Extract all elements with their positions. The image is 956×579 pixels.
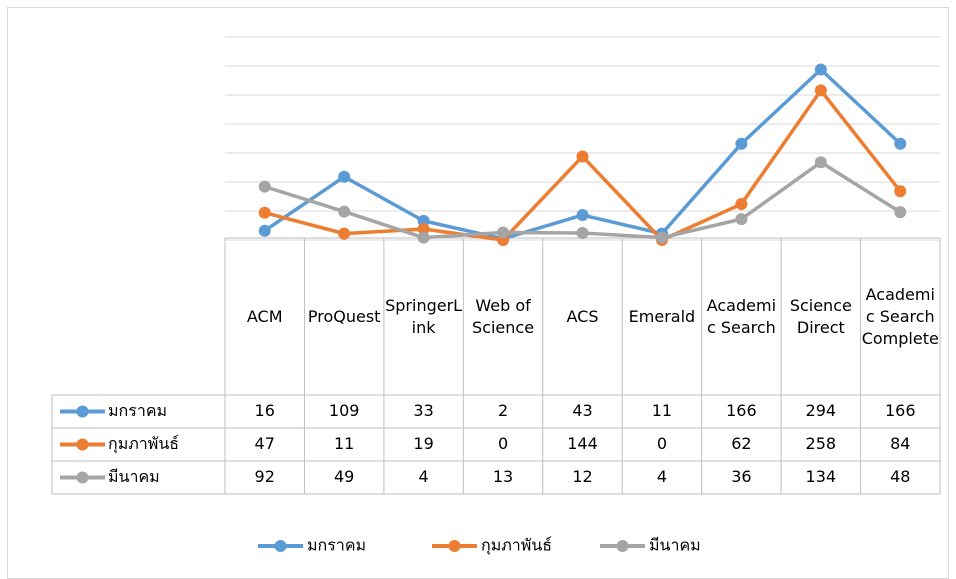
chart-border <box>7 7 949 579</box>
table-value: 36 <box>731 467 751 486</box>
table-value: 144 <box>567 434 598 453</box>
data-point <box>894 137 907 150</box>
legend-key-marker <box>274 540 287 552</box>
table-value: 11 <box>334 434 354 453</box>
table-value: 11 <box>652 401 672 420</box>
category-cell: Emerald <box>628 306 696 326</box>
table-value: 47 <box>255 434 275 453</box>
row-label: มีนาคม <box>108 467 160 486</box>
data-point <box>814 63 827 76</box>
data-point <box>655 231 668 244</box>
data-point <box>576 209 589 222</box>
row-label: กุมภาพันธ์ <box>108 434 179 454</box>
data-point <box>894 185 907 198</box>
table-value: 92 <box>255 467 275 486</box>
table-value: 166 <box>726 401 757 420</box>
data-point <box>417 222 430 235</box>
legend-label: กุมภาพันธ์ <box>481 536 552 556</box>
table-value: 84 <box>890 434 910 453</box>
data-point <box>338 205 351 218</box>
table-value: 12 <box>572 467 592 486</box>
table-value: 294 <box>806 401 837 420</box>
table-value: 16 <box>255 401 275 420</box>
table-value: 109 <box>329 401 360 420</box>
x-tick-label: ACS <box>566 306 599 326</box>
table-value: 49 <box>334 467 354 486</box>
legend-label: มกราคม <box>307 536 366 555</box>
legend-key-marker <box>76 405 89 418</box>
table-value: 0 <box>657 434 667 453</box>
data-point <box>894 206 907 219</box>
data-point <box>576 227 589 240</box>
data-point <box>814 84 827 97</box>
table-value: 4 <box>419 467 429 486</box>
data-point <box>417 231 430 244</box>
category-cell: Academic Search <box>706 295 777 337</box>
x-tick-label: Science Direct <box>789 295 852 337</box>
x-tick-label: Emerald <box>628 306 696 326</box>
x-tick-label: SpringerLink <box>385 295 463 337</box>
table-value: 43 <box>572 401 592 420</box>
x-tick-label: ACM <box>246 306 283 326</box>
data-point <box>814 156 827 169</box>
legend-key-marker <box>76 438 89 451</box>
table-value: 0 <box>498 434 508 453</box>
x-tick-label: Academic Search Complete <box>861 284 939 348</box>
category-cell: ProQuest <box>307 306 381 326</box>
data-point <box>258 224 271 237</box>
data-point <box>735 213 748 226</box>
legend-key-marker <box>76 471 89 484</box>
table-value: 62 <box>731 434 751 453</box>
legend-key-marker <box>616 540 629 552</box>
table-value: 4 <box>657 467 667 486</box>
data-point <box>735 137 748 150</box>
table-value: 258 <box>806 434 837 453</box>
category-cell: Science Direct <box>789 295 852 337</box>
data-point <box>258 206 271 219</box>
legend-label: มีนาคม <box>649 536 701 555</box>
table-value: 48 <box>890 467 910 486</box>
x-tick-label: Academic Search <box>706 295 777 337</box>
row-label: มกราคม <box>108 401 167 420</box>
category-cell: ACS <box>566 306 599 326</box>
data-point <box>338 170 351 183</box>
table-value: 2 <box>498 401 508 420</box>
table-value: 33 <box>413 401 433 420</box>
category-cell: ACM <box>246 306 283 326</box>
table-value: 13 <box>493 467 513 486</box>
x-tick-label: ProQuest <box>307 306 381 326</box>
data-point <box>735 198 748 211</box>
legend-key-marker <box>448 540 461 552</box>
data-point <box>258 180 271 193</box>
table-value: 19 <box>413 434 433 453</box>
data-point <box>576 150 589 163</box>
category-cell: Web of Science <box>472 295 535 337</box>
category-cell: SpringerLink <box>385 295 463 337</box>
category-cell: Academic Search Complete <box>861 284 939 348</box>
table-value: 134 <box>806 467 837 486</box>
x-tick-label: Web of Science <box>472 295 535 337</box>
table-value: 166 <box>885 401 916 420</box>
data-point <box>497 226 510 239</box>
data-point <box>338 227 351 240</box>
